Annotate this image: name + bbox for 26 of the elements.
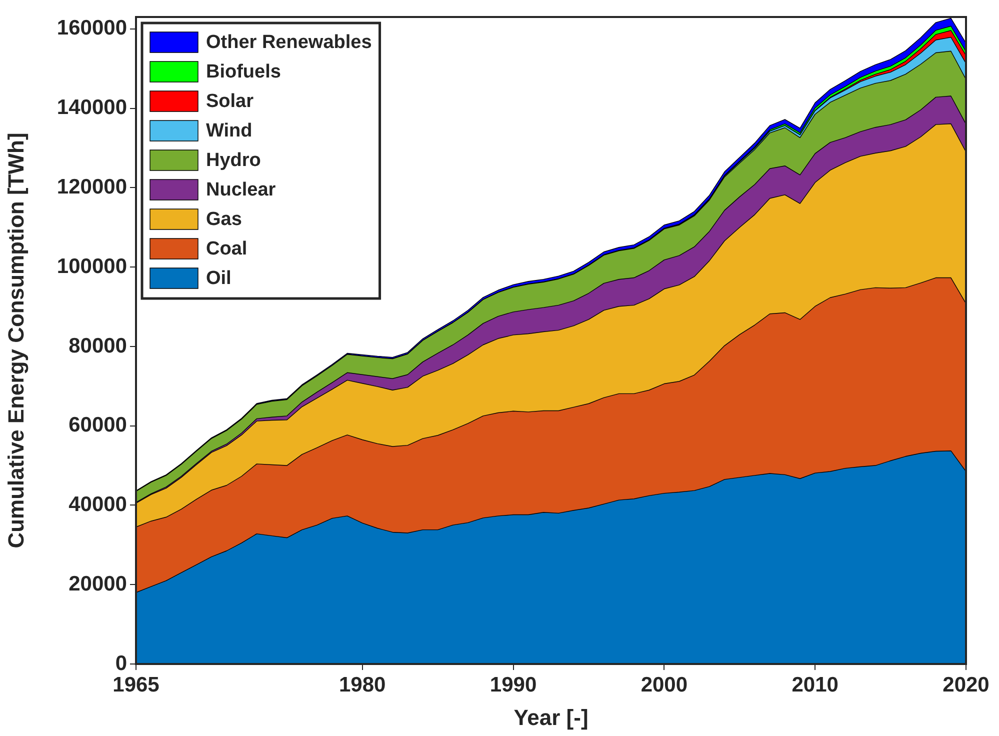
x-tick-label: 2000 [640, 673, 688, 696]
y-tick-label: 0 [115, 652, 127, 675]
legend-label: Nuclear [206, 179, 276, 200]
legend-label: Solar [206, 90, 254, 112]
y-tick-label: 160000 [56, 16, 127, 40]
y-tick-label: 80000 [68, 334, 127, 358]
y-tick-label: 100000 [56, 254, 127, 278]
x-tick-label: 1990 [490, 673, 537, 696]
x-tick-label: 1965 [112, 673, 160, 696]
y-axis-title: Cumulative Energy Consumption [TWh] [3, 132, 28, 548]
x-tick-label: 2020 [942, 673, 990, 696]
legend-label: Gas [206, 208, 242, 230]
y-tick-label: 40000 [68, 493, 127, 516]
legend-label: Oil [206, 268, 232, 289]
x-tick-label: 2010 [792, 673, 838, 696]
y-tick-label: 20000 [68, 572, 127, 596]
legend-label: Wind [206, 120, 252, 142]
legend-label: Hydro [206, 150, 261, 171]
x-axis-title: Year [-] [514, 704, 588, 730]
y-tick-label: 140000 [56, 96, 127, 120]
legend-label: Biofuels [206, 61, 281, 82]
legend-label: Coal [206, 238, 248, 260]
y-tick-label: 120000 [56, 175, 127, 198]
x-tick-label: 1980 [339, 673, 386, 696]
y-tick-label: 60000 [68, 414, 127, 437]
legend-label: Other Renewables [206, 32, 372, 53]
